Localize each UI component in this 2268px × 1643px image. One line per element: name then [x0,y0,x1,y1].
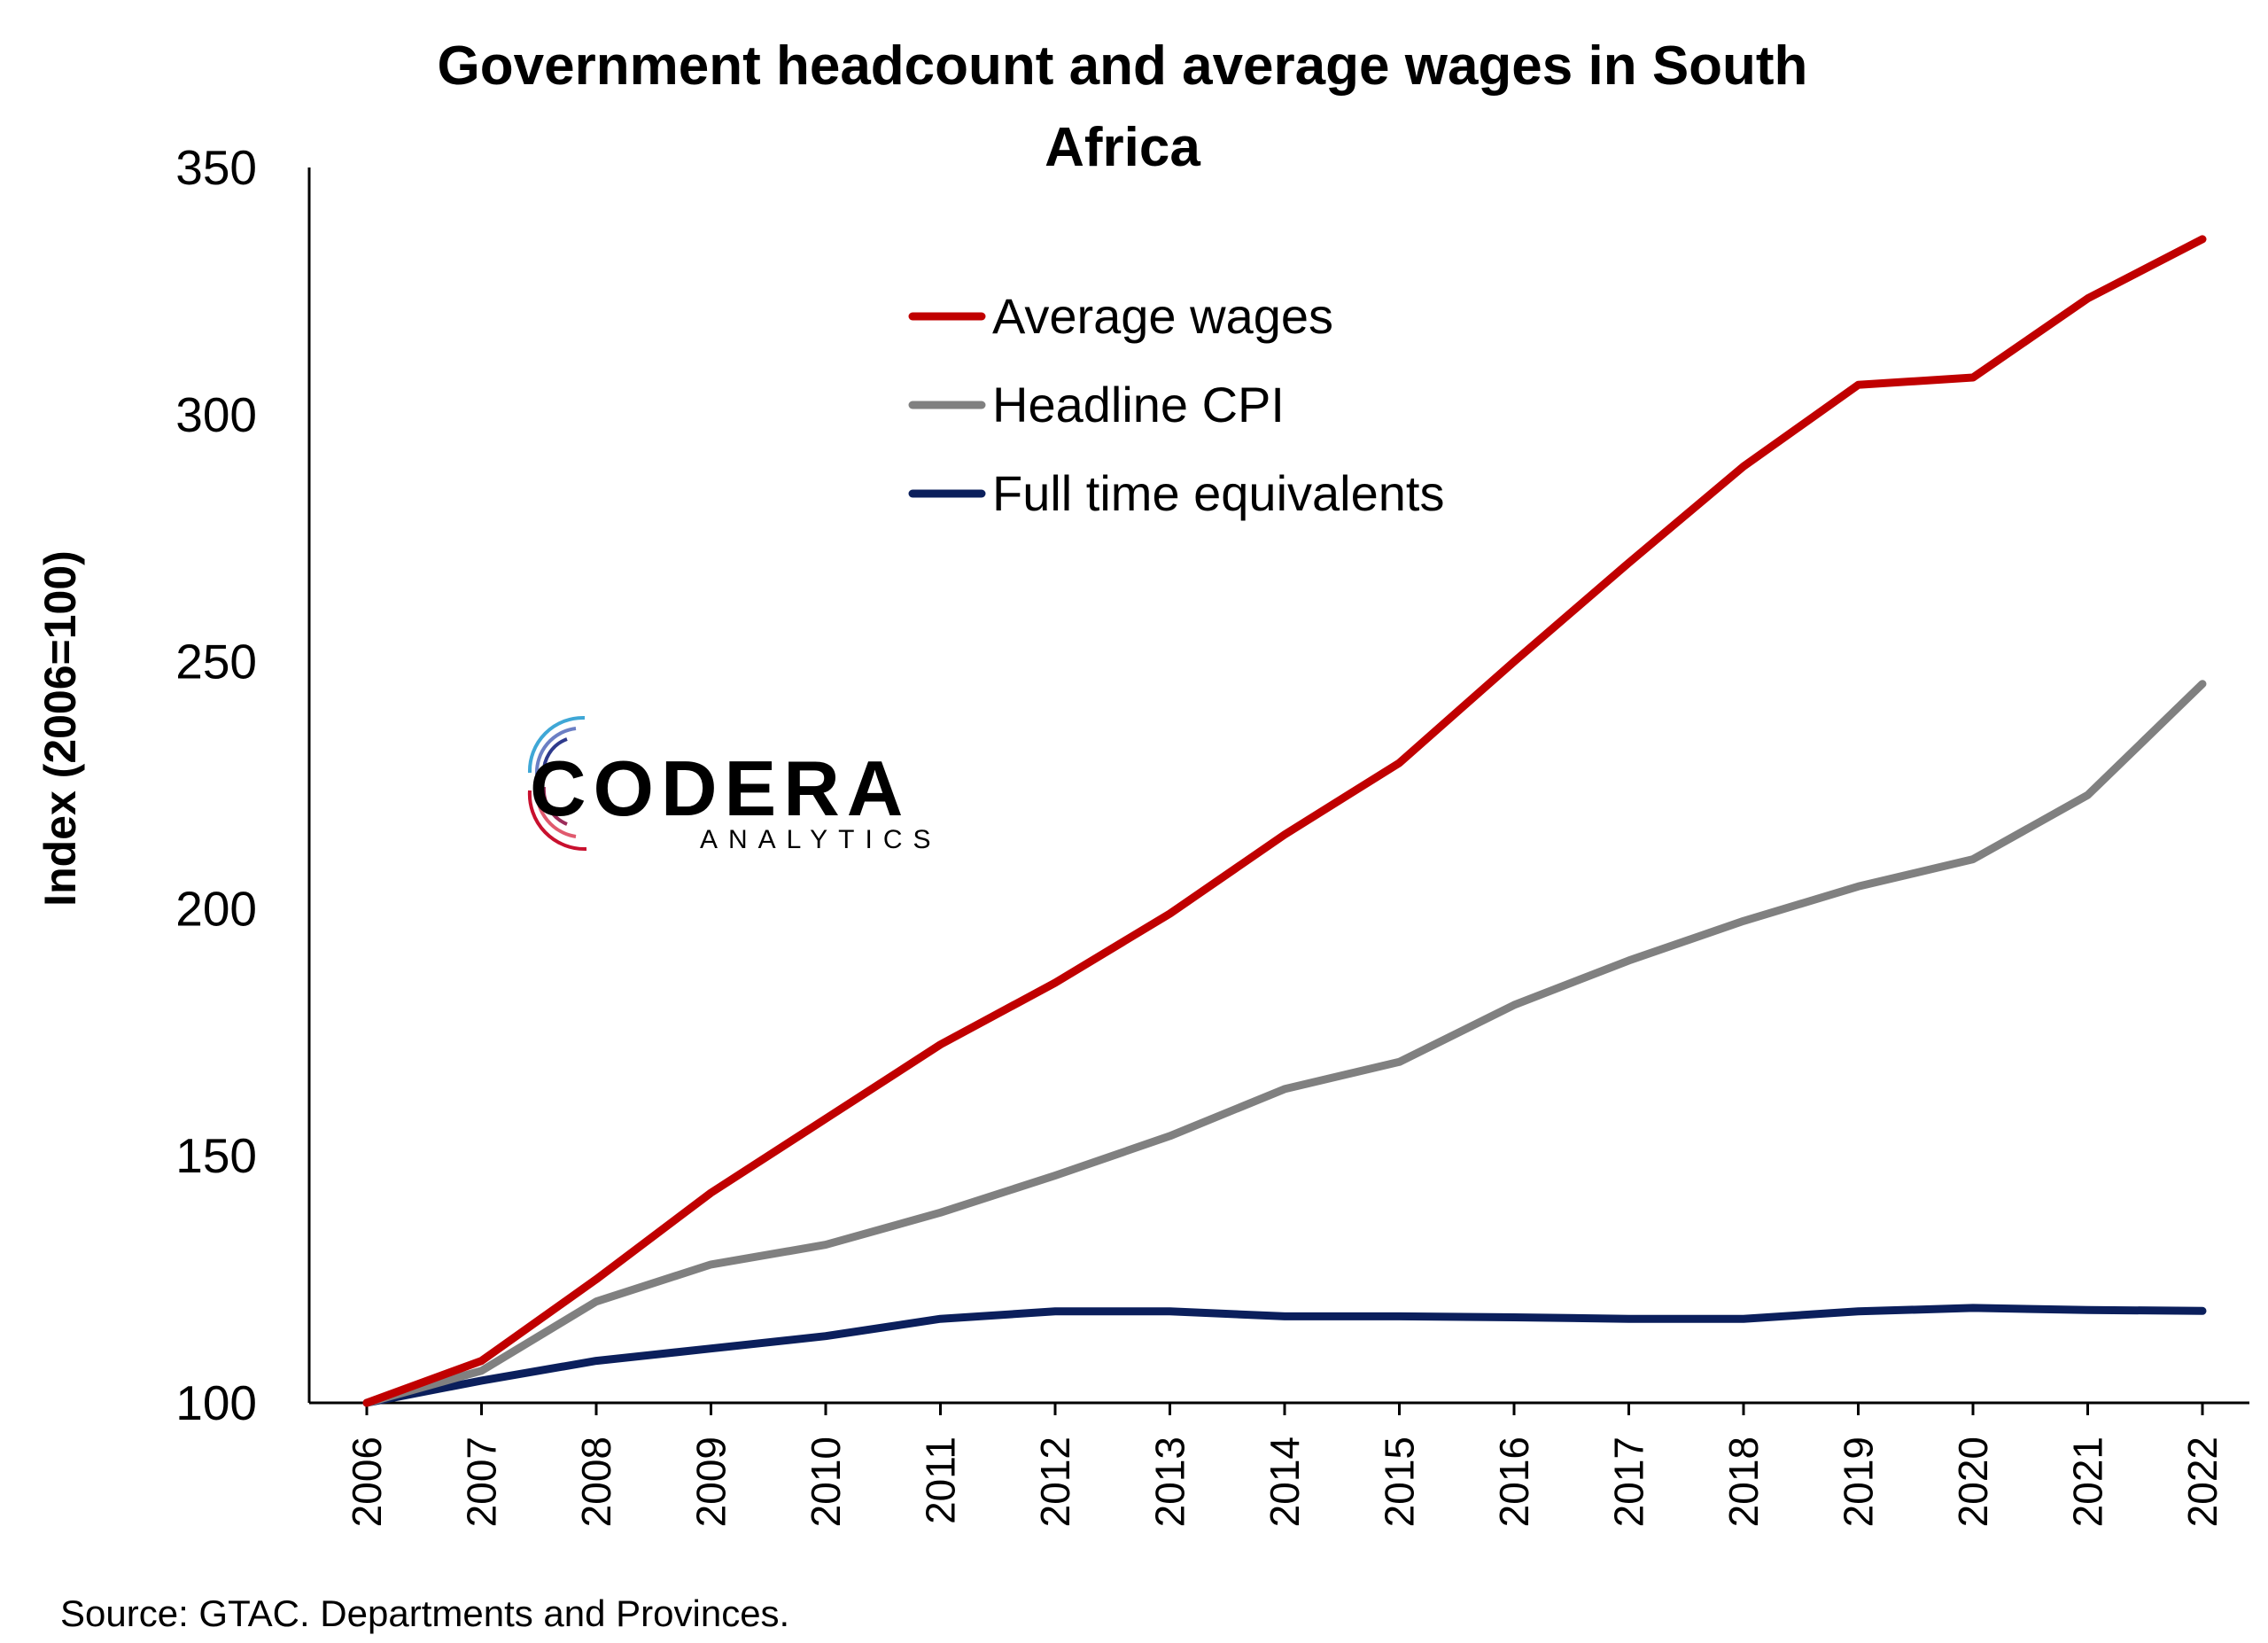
legend: Average wages Headline CPI Full time equiv… [908,288,1444,521]
x-tick-label: 2013 [1147,1437,1193,1527]
x-tick-label: 2011 [918,1437,964,1524]
series-line-average-wages [362,235,2207,1407]
x-tick-label: 2007 [459,1437,505,1527]
series-line-headline-cpi [362,680,2207,1407]
x-tick-label: 2021 [2065,1437,2111,1527]
x-tick-label: 2016 [1491,1437,1537,1527]
legend-label-average-wages: Average wages [992,288,1333,344]
x-tick-label: 2009 [688,1437,734,1527]
x-tick-label: 2010 [803,1437,849,1527]
x-tick-label: 2012 [1032,1437,1078,1527]
x-tick-label: 2018 [1720,1437,1767,1527]
y-tick-label: 350 [175,140,257,195]
x-tick-label: 2008 [573,1437,619,1527]
legend-label-full-time-equivalents: Full time equivalents [992,465,1444,521]
x-ticks: 2006 2007 2008 2009 2010 2011 2012 2013 2014 2015… [344,1403,2225,1527]
y-tick-label: 250 [175,635,257,689]
x-tick-label: 2022 [2179,1437,2225,1527]
y-axis-label: Index (2006=100) [35,550,85,907]
x-tick-label: 2015 [1377,1437,1423,1527]
x-tick-label: 2020 [1950,1437,1996,1527]
logo-tagline: ANALYTICS [700,825,942,854]
y-tick-label: 300 [175,387,257,442]
x-tick-label: 2006 [344,1437,390,1527]
source-note: Source: GTAC. Departments and Provinces. [60,1592,789,1634]
legend-label-headline-cpi: Headline CPI [992,377,1285,432]
chart-title-line-2: Africa [1045,117,1200,178]
codera-logo: CODERA ANALYTICS [527,715,942,854]
y-tick-label: 200 [175,881,257,936]
logo-mark-icon [527,715,587,852]
y-tick-label: 100 [175,1375,257,1430]
x-tick-label: 2019 [1836,1437,1882,1527]
y-tick-label: 150 [175,1128,257,1183]
y-ticks: 100 150 200 250 300 350 [175,140,257,1430]
series-lines [362,235,2207,1407]
x-tick-label: 2014 [1262,1437,1308,1527]
x-tick-label: 2017 [1606,1437,1652,1527]
chart-title-line-1: Government headcount and average wages i… [438,35,1808,97]
series-line-full-time-equivalents [362,1304,2207,1407]
logo-wordmark: CODERA [530,744,910,832]
